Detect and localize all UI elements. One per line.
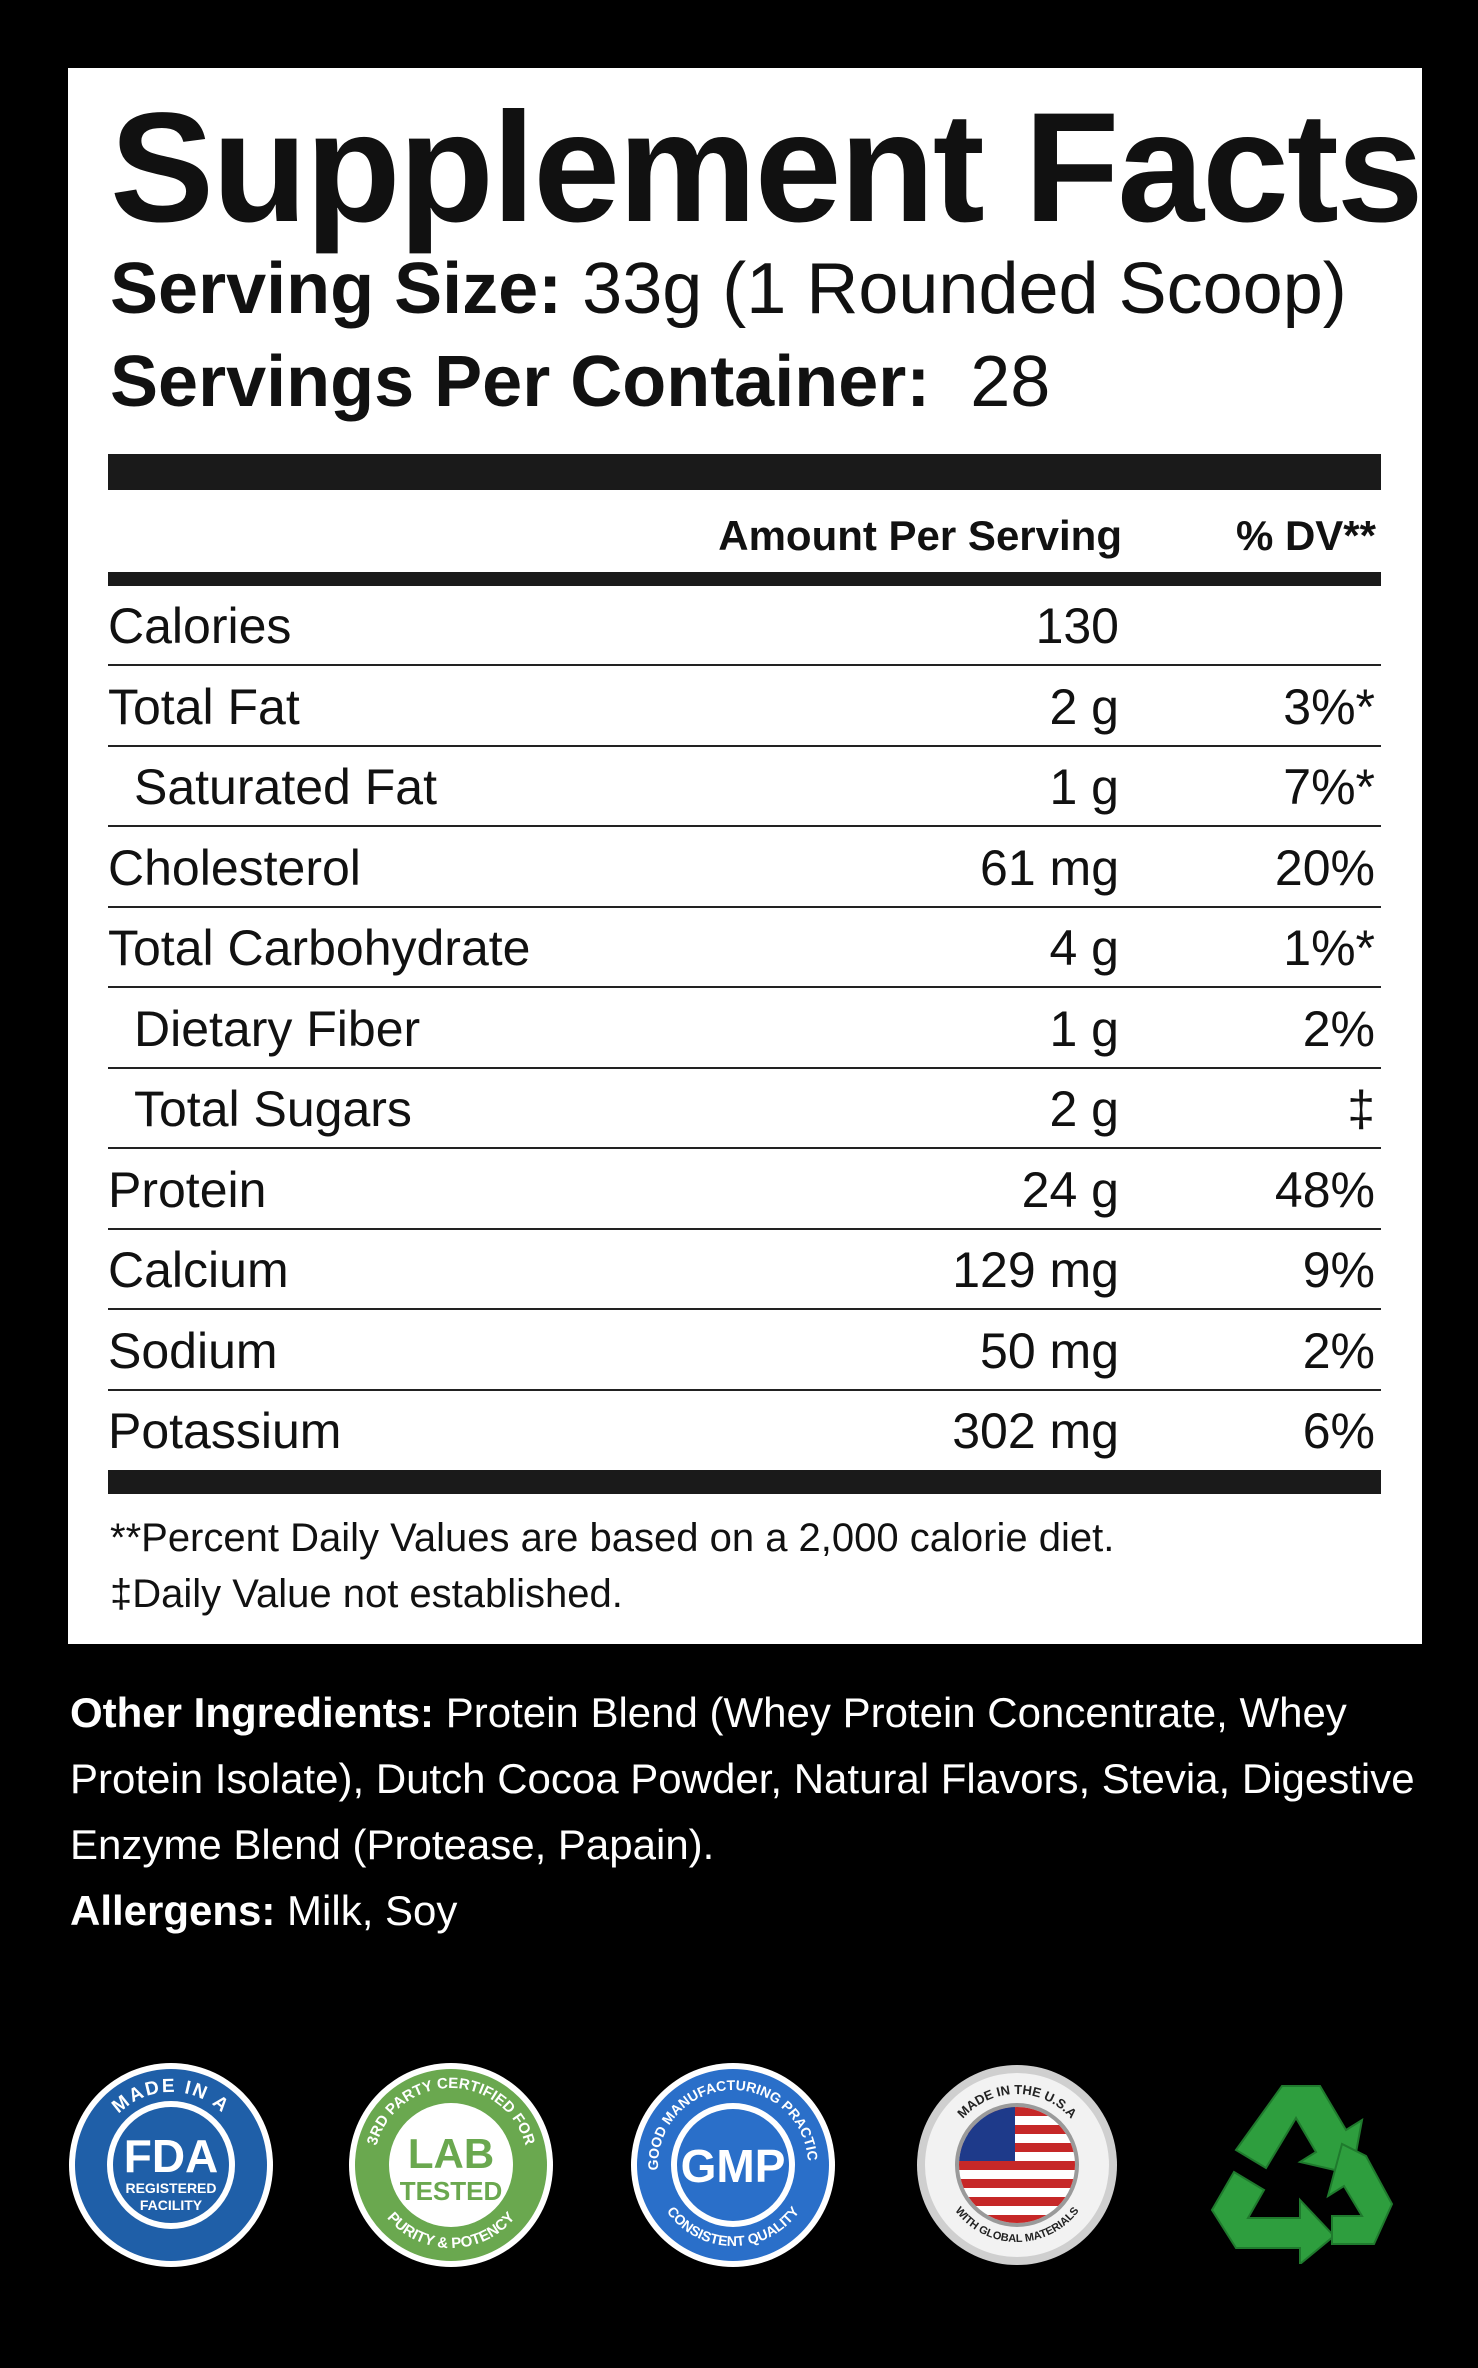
nutrient-name: Total Carbohydrate (108, 920, 531, 976)
nutrient-row: Total Fat 2 g 3%* (108, 667, 1381, 747)
nutrient-name: Protein (108, 1161, 267, 1218)
fda-sub1-text: REGISTERED (125, 2180, 216, 2196)
fda-badge-icon: MADE IN A FDA REGISTERED FACILITY (69, 2063, 273, 2267)
footnote-not-established: ‡Daily Value not established. (110, 1572, 623, 1616)
nutrient-amount: 4 g (1049, 920, 1119, 976)
nutrient-dv: 1%* (1283, 920, 1375, 976)
servings-label: Servings Per Container: (110, 342, 931, 422)
other-ingredients-text: Protein Blend (Whey Protein Concentrate,… (70, 1689, 1415, 1868)
column-header-dv: % DV** (1235, 512, 1376, 559)
nutrient-row: Potassium 302 mg 6% (108, 1391, 1381, 1471)
nutrient-name: Sodium (108, 1322, 278, 1379)
nutrient-amount: 24 g (1021, 1161, 1119, 1218)
nutrient-row: Cholesterol 61 mg 20% (108, 828, 1381, 908)
nutrient-dv: 2% (1302, 1322, 1375, 1379)
nutrient-name: Calcium (108, 1242, 289, 1298)
lab-main1-text: LAB (408, 2130, 494, 2177)
nutrient-row: Total Carbohydrate 4 g 1%* (108, 908, 1381, 988)
bottom-divider (108, 1470, 1381, 1494)
nutrient-amount: 302 mg (952, 1403, 1119, 1459)
fda-sub2-text: FACILITY (140, 2197, 203, 2213)
fda-main-text: FDA (124, 2130, 219, 2182)
us-flag-icon (959, 2107, 1075, 2223)
serving-size-label: Serving Size: (110, 249, 563, 329)
other-ingredients-label: Other Ingredients: (70, 1689, 435, 1736)
nutrient-name: Total Fat (108, 678, 300, 735)
header-divider (108, 572, 1381, 586)
nutrient-row: Total Sugars 2 g ‡ (108, 1069, 1381, 1149)
nutrient-dv: 2% (1302, 1000, 1375, 1057)
nutrient-row: Protein 24 g 48% (108, 1150, 1381, 1230)
nutrient-name: Cholesterol (108, 839, 361, 896)
nutrient-dv: 3%* (1283, 678, 1375, 735)
other-ingredients: Other Ingredients: Protein Blend (Whey P… (70, 1680, 1420, 1878)
nutrient-dv: ‡ (1347, 1081, 1375, 1137)
nutrient-amount: 61 mg (980, 839, 1119, 896)
allergens-text: Milk, Soy (275, 1887, 458, 1934)
nutrient-row: Sodium 50 mg 2% (108, 1311, 1381, 1391)
recycle-icon (1210, 2085, 1394, 2264)
gmp-badge-icon: GOOD MANUFACTURING PRACTICE CONSISTENT Q… (628, 2060, 835, 2267)
nutrient-row: Calories 130 (108, 586, 1381, 666)
ingredients-section: Other Ingredients: Protein Blend (Whey P… (70, 1680, 1420, 1944)
nutrient-amount: 2 g (1049, 1081, 1119, 1137)
nutrient-row: Dietary Fiber 1 g 2% (108, 989, 1381, 1069)
nutrient-row: Calcium 129 mg 9% (108, 1230, 1381, 1310)
nutrient-name: Total Sugars (134, 1081, 412, 1137)
nutrient-dv: 48% (1274, 1161, 1375, 1218)
nutrient-amount: 50 mg (980, 1322, 1119, 1379)
nutrient-name: Dietary Fiber (134, 1000, 421, 1057)
nutrient-amount: 1 g (1049, 1000, 1119, 1057)
footnote-dv: **Percent Daily Values are based on a 2,… (110, 1516, 1115, 1560)
nutrient-name: Potassium (108, 1403, 342, 1459)
made-in-usa-badge-icon: MADE IN THE U.S.A WITH GLOBAL MATERIALS (917, 2065, 1117, 2265)
nutrient-dv: 6% (1302, 1403, 1375, 1459)
allergens-label: Allergens: (70, 1887, 276, 1934)
lab-tested-badge-icon: 3RD PARTY CERTIFIED FOR PURITY & POTENCY… (349, 2063, 553, 2267)
nutrient-amount: 130 (1035, 598, 1119, 654)
nutrient-row: Saturated Fat 1 g 7%* (108, 747, 1381, 827)
serving-size: Serving Size: 33g (1 Rounded Scoop) (110, 253, 1347, 325)
facts-title: Supplement Facts (110, 81, 1424, 255)
gmp-main-text: GMP (681, 2140, 786, 2192)
allergens: Allergens: Milk, Soy (70, 1878, 1420, 1944)
nutrient-name: Calories (108, 598, 292, 654)
nutrient-dv: 9% (1302, 1242, 1375, 1298)
serving-size-value: 33g (1 Rounded Scoop) (582, 249, 1347, 329)
nutrient-dv: 7%* (1283, 759, 1375, 815)
column-header-amount: Amount Per Serving (718, 512, 1122, 559)
nutrient-amount: 129 mg (952, 1242, 1119, 1298)
nutrient-dv: 20% (1274, 839, 1375, 896)
servings-per-container: Servings Per Container: 28 (110, 346, 1050, 418)
lab-main2-text: TESTED (400, 2176, 503, 2206)
nutrient-amount: 2 g (1049, 678, 1119, 735)
top-divider (108, 454, 1381, 490)
nutrient-name: Saturated Fat (134, 759, 437, 815)
servings-value: 28 (970, 342, 1051, 422)
supplement-facts-panel: Supplement Facts Serving Size: 33g (1 Ro… (68, 68, 1424, 1644)
nutrient-amount: 1 g (1049, 759, 1119, 815)
